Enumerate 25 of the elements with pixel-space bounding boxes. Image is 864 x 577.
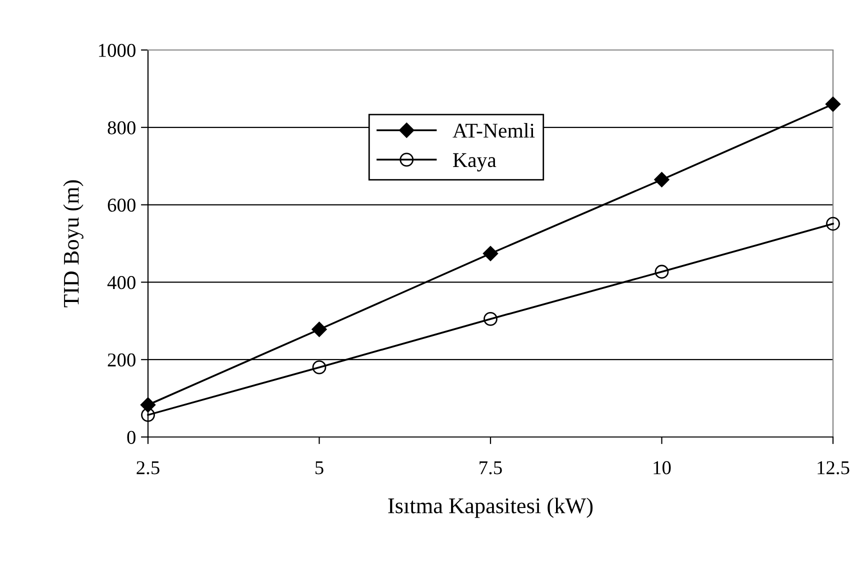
y-tick-label: 800: [108, 121, 136, 134]
point: [654, 172, 670, 188]
x-tick-label: 12.5: [818, 461, 850, 474]
y-tick-label: 600: [108, 198, 136, 212]
x-tick-label: 5: [316, 461, 324, 474]
point: [312, 360, 326, 374]
y-axis-title: TID Boyu (m): [63, 180, 84, 308]
legend-label: AT-Nemli: [452, 123, 535, 138]
point: [482, 246, 498, 262]
point: [654, 264, 669, 279]
point: [140, 397, 156, 412]
y-tick-label: 200: [108, 353, 136, 367]
legend-label: Kaya: [453, 153, 496, 172]
y-tick-label: 1000: [99, 44, 136, 57]
y-tick-label: 400: [107, 276, 136, 290]
x-tick-label: 2.5: [136, 461, 160, 474]
y-tick-label: 0: [127, 430, 136, 444]
x-tick-label: 7.5: [480, 461, 502, 474]
x-axis-title: Isıtma Kapasitesi (kW): [388, 498, 593, 518]
point: [484, 312, 498, 326]
point: [312, 322, 327, 337]
x-tick-label: 10: [654, 461, 671, 474]
point: [141, 408, 155, 422]
point: [826, 216, 840, 231]
point: [825, 96, 841, 112]
